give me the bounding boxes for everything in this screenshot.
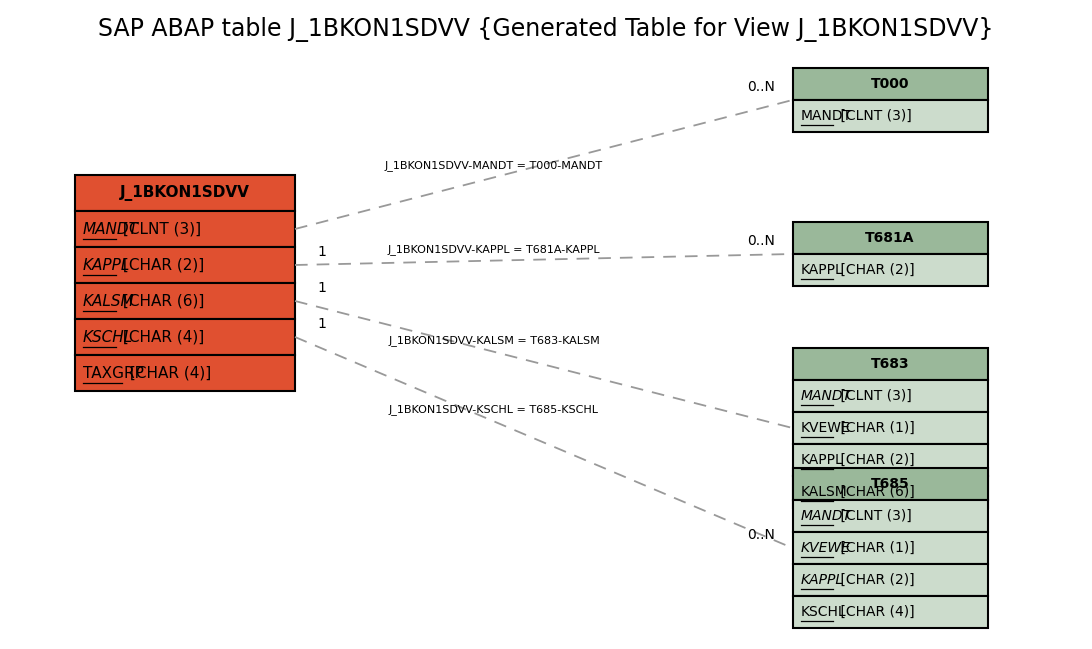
Bar xyxy=(793,532,987,564)
Text: MANDT: MANDT xyxy=(800,109,852,123)
Text: [CHAR (6)]: [CHAR (6)] xyxy=(836,485,915,499)
Text: KALSM: KALSM xyxy=(83,293,134,308)
Text: KALSM: KALSM xyxy=(800,485,847,499)
Text: [CHAR (2)]: [CHAR (2)] xyxy=(836,453,915,467)
Bar xyxy=(793,68,987,100)
Bar xyxy=(75,319,295,355)
Text: KVEWE: KVEWE xyxy=(800,541,851,555)
Bar xyxy=(75,247,295,283)
Text: KAPPL: KAPPL xyxy=(83,258,130,273)
Text: J_1BKON1SDVV-MANDT = T000-MANDT: J_1BKON1SDVV-MANDT = T000-MANDT xyxy=(385,160,603,171)
Bar xyxy=(793,412,987,444)
Text: [CHAR (2)]: [CHAR (2)] xyxy=(119,258,205,273)
Bar xyxy=(793,596,987,628)
Text: KVEWE: KVEWE xyxy=(800,421,851,435)
Text: MANDT: MANDT xyxy=(83,221,139,236)
Text: J_1BKON1SDVV-KALSM = T683-KALSM: J_1BKON1SDVV-KALSM = T683-KALSM xyxy=(388,335,600,346)
Text: MANDT: MANDT xyxy=(800,389,852,403)
Text: 1: 1 xyxy=(317,317,325,331)
Bar xyxy=(793,100,987,132)
Text: J_1BKON1SDVV-KSCHL = T685-KSCHL: J_1BKON1SDVV-KSCHL = T685-KSCHL xyxy=(389,404,600,415)
Text: [CHAR (2)]: [CHAR (2)] xyxy=(836,573,915,587)
Text: 1: 1 xyxy=(317,245,325,259)
Text: [CLNT (3)]: [CLNT (3)] xyxy=(836,509,912,523)
Bar xyxy=(793,380,987,412)
Bar xyxy=(793,254,987,286)
Text: [CHAR (4)]: [CHAR (4)] xyxy=(119,330,205,345)
Text: KSCHL: KSCHL xyxy=(83,330,133,345)
Text: KAPPL: KAPPL xyxy=(800,453,843,467)
Text: [CHAR (6)]: [CHAR (6)] xyxy=(119,293,205,308)
Text: 0..N: 0..N xyxy=(747,234,774,248)
Text: MANDT: MANDT xyxy=(800,509,852,523)
Text: 1: 1 xyxy=(317,281,325,295)
Text: KAPPL: KAPPL xyxy=(800,263,843,277)
Bar xyxy=(75,283,295,319)
Bar xyxy=(75,355,295,391)
Text: [CHAR (2)]: [CHAR (2)] xyxy=(836,263,915,277)
Text: J_1BKON1SDVV-KAPPL = T681A-KAPPL: J_1BKON1SDVV-KAPPL = T681A-KAPPL xyxy=(388,243,601,254)
Text: [CHAR (1)]: [CHAR (1)] xyxy=(836,421,915,435)
Text: T683: T683 xyxy=(870,357,910,371)
Text: [CLNT (3)]: [CLNT (3)] xyxy=(836,389,912,403)
Text: [CHAR (1)]: [CHAR (1)] xyxy=(836,541,915,555)
Text: [CLNT (3)]: [CLNT (3)] xyxy=(836,109,912,123)
Bar xyxy=(793,348,987,380)
Text: KSCHL: KSCHL xyxy=(800,605,846,619)
Bar xyxy=(793,564,987,596)
Text: T681A: T681A xyxy=(865,231,915,245)
Bar xyxy=(793,500,987,532)
Bar xyxy=(793,476,987,508)
Text: TAXGRP: TAXGRP xyxy=(83,365,144,380)
Text: 0..N: 0..N xyxy=(747,80,774,94)
Bar xyxy=(75,175,295,211)
Bar xyxy=(793,468,987,500)
Text: 0..N: 0..N xyxy=(747,528,774,542)
Bar xyxy=(793,222,987,254)
Text: [CHAR (4)]: [CHAR (4)] xyxy=(124,365,211,380)
Bar xyxy=(75,211,295,247)
Text: [CLNT (3)]: [CLNT (3)] xyxy=(119,221,202,236)
Text: J_1BKON1SDVV: J_1BKON1SDVV xyxy=(120,185,250,201)
Text: T685: T685 xyxy=(870,477,910,491)
Text: [CHAR (4)]: [CHAR (4)] xyxy=(836,605,915,619)
Text: KAPPL: KAPPL xyxy=(800,573,844,587)
Text: T000: T000 xyxy=(870,77,910,91)
Bar xyxy=(793,444,987,476)
Text: SAP ABAP table J_1BKON1SDVV {Generated Table for View J_1BKON1SDVV}: SAP ABAP table J_1BKON1SDVV {Generated T… xyxy=(98,18,994,42)
